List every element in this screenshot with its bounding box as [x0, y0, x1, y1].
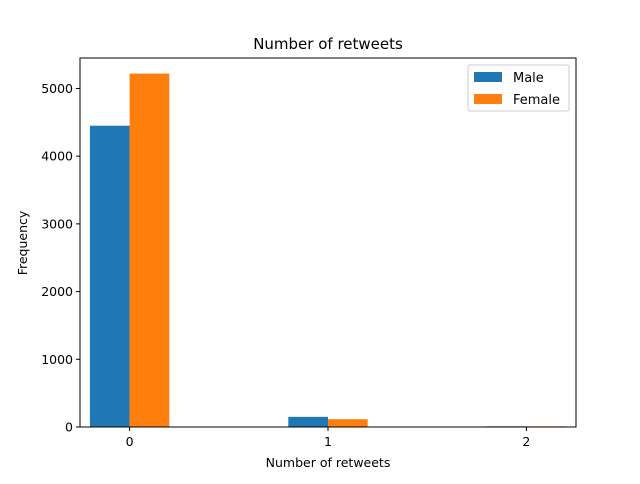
plot-area-frame: [79, 57, 577, 428]
y-axis: 0 1000 2000 3000 4000 5000: [41, 81, 80, 435]
y-axis-label: Frequency: [15, 210, 30, 275]
x-tick-label: 1: [324, 434, 332, 449]
x-tick-label: 0: [126, 434, 134, 449]
x-axis-label: Number of retweets: [266, 455, 391, 470]
legend: Male Female: [467, 64, 570, 112]
legend-swatch-male: [474, 72, 502, 82]
y-tick-label: 3000: [41, 216, 73, 231]
y-tick-label: 1000: [41, 352, 73, 367]
legend-label-male: Male: [513, 71, 544, 86]
y-tick-label: 4000: [41, 149, 73, 164]
bar-male-0: [89, 125, 130, 427]
legend-swatch-female: [474, 94, 502, 104]
x-tick-label: 2: [522, 434, 530, 449]
legend-label-female: Female: [513, 93, 560, 108]
y-tick-label: 0: [65, 420, 73, 435]
chart-title: Number of retweets: [253, 35, 403, 53]
bar-female-1: [328, 419, 368, 427]
bar-female-0: [129, 73, 170, 427]
x-axis: 0 1 2: [126, 427, 530, 449]
y-tick-label: 5000: [41, 81, 73, 96]
y-tick-label: 2000: [41, 284, 73, 299]
bar-male-1: [288, 416, 328, 427]
bars-layer: [89, 73, 567, 427]
